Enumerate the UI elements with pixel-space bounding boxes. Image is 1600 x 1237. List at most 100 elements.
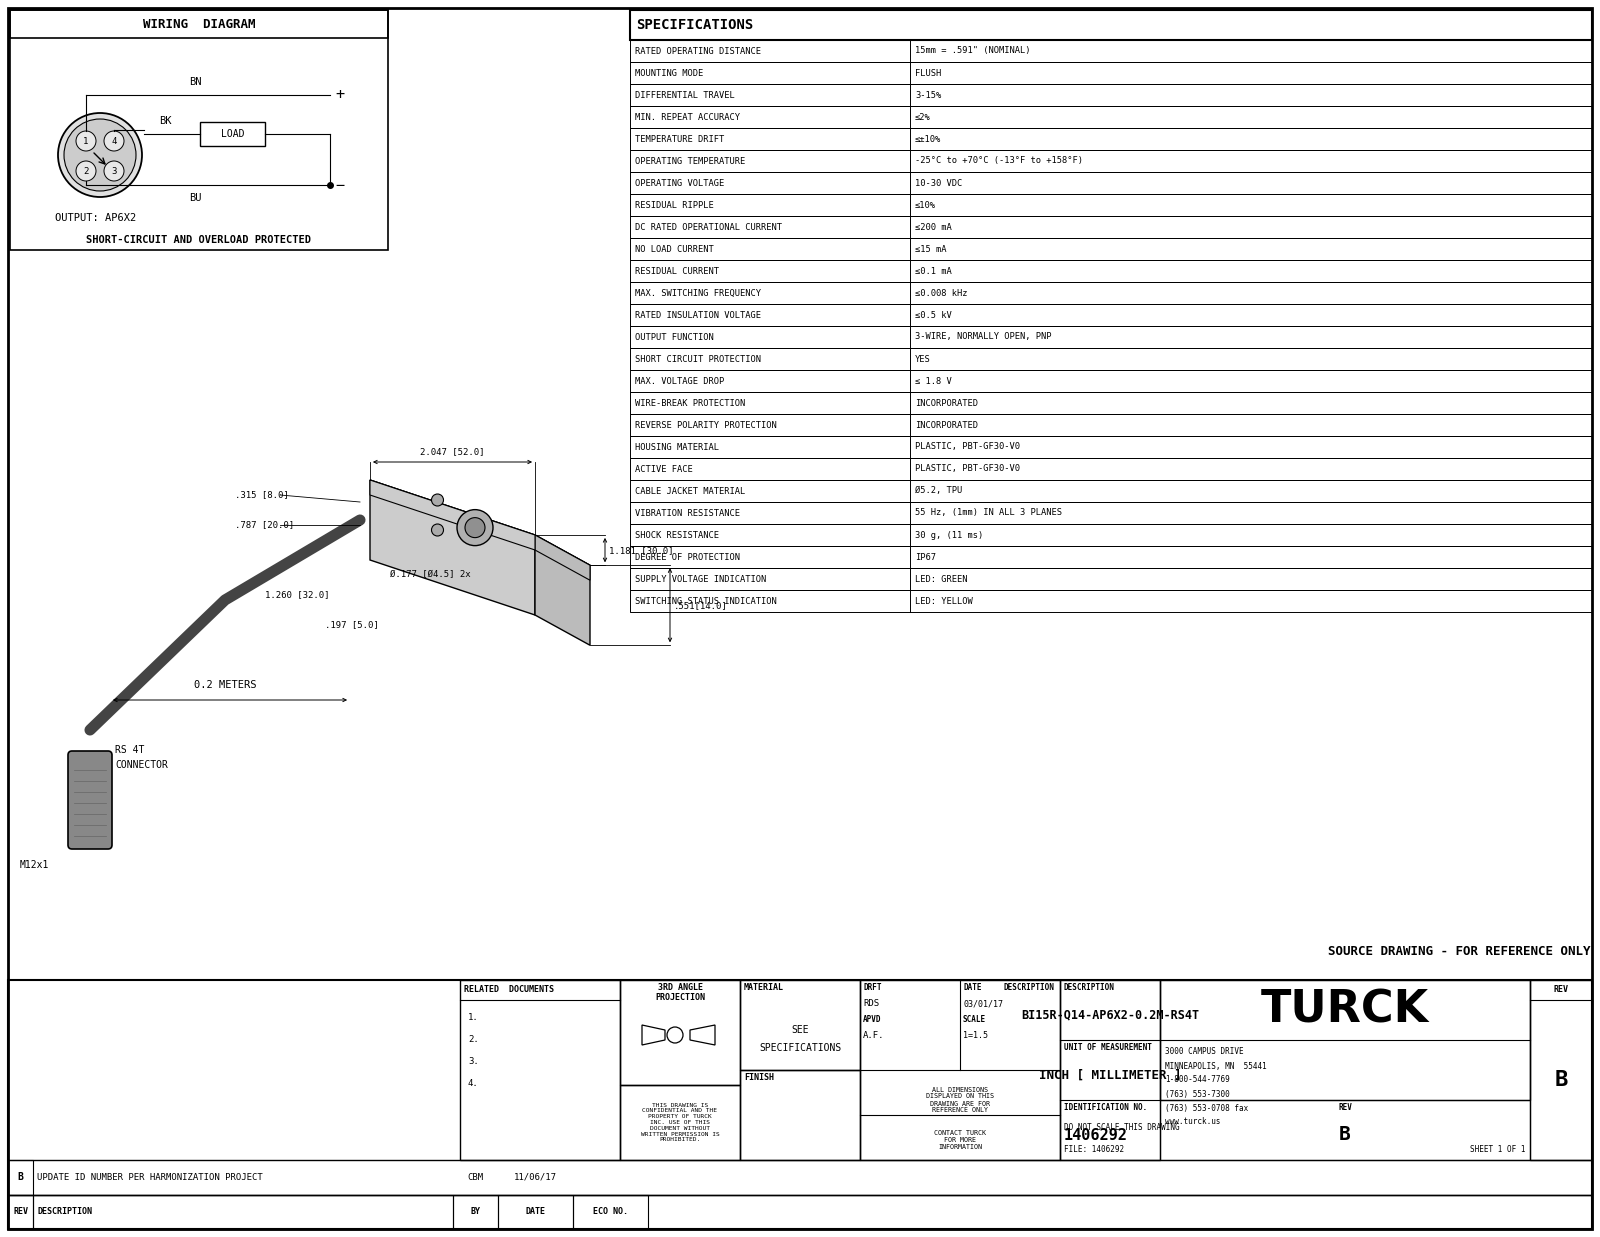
Text: 3RD ANGLE: 3RD ANGLE [658,983,702,992]
Text: OPERATING VOLTAGE: OPERATING VOLTAGE [635,178,725,188]
Text: 2: 2 [83,167,88,176]
Text: SHORT CIRCUIT PROTECTION: SHORT CIRCUIT PROTECTION [635,355,762,364]
Text: DC RATED OPERATIONAL CURRENT: DC RATED OPERATIONAL CURRENT [635,223,782,231]
Text: INCH [ MILLIMETER ]: INCH [ MILLIMETER ] [1038,1069,1181,1081]
Bar [630,590,1592,612]
Text: UPDATE ID NUMBER PER HARMONIZATION PROJECT: UPDATE ID NUMBER PER HARMONIZATION PROJE… [37,1173,262,1183]
Text: 4.: 4. [467,1080,478,1089]
Text: BU: BU [189,193,202,203]
Text: IDENTIFICATION NO.: IDENTIFICATION NO. [1064,1103,1147,1112]
Polygon shape [370,480,590,565]
Text: 10-30 VDC: 10-30 VDC [915,178,962,188]
Text: 1-800-544-7769: 1-800-544-7769 [1165,1075,1230,1085]
Bar [739,980,861,1070]
Text: IP67: IP67 [915,553,936,562]
Bar [573,1195,648,1230]
Bar [453,1195,498,1230]
Bar [630,370,1592,392]
Text: REVERSE POLARITY PROTECTION: REVERSE POLARITY PROTECTION [635,421,776,429]
Bar [1530,980,1592,1160]
Bar [630,106,1592,127]
Text: DIFFERENTIAL TRAVEL: DIFFERENTIAL TRAVEL [635,90,734,99]
Text: 1.181 [30.0]: 1.181 [30.0] [610,546,674,554]
Text: PROJECTION: PROJECTION [654,993,706,1002]
Text: SUPPLY VOLTAGE INDICATION: SUPPLY VOLTAGE INDICATION [635,574,766,584]
Text: WIRE-BREAK PROTECTION: WIRE-BREAK PROTECTION [635,398,746,407]
Bar [8,1195,34,1230]
Text: YES: YES [915,355,931,364]
Text: 1.260 [32.0]: 1.260 [32.0] [266,590,330,600]
Bar [621,1085,739,1160]
Text: .315 [8.0]: .315 [8.0] [235,491,288,500]
Polygon shape [534,534,590,580]
Circle shape [64,119,136,190]
Bar [630,568,1592,590]
Bar [630,480,1592,502]
Bar [498,1195,573,1230]
Bar [630,84,1592,106]
Text: 11/06/17: 11/06/17 [514,1173,557,1183]
Text: ≤200 mA: ≤200 mA [915,223,952,231]
Text: SOURCE DRAWING - FOR REFERENCE ONLY: SOURCE DRAWING - FOR REFERENCE ONLY [1328,945,1590,957]
Bar [630,282,1592,304]
Bar [630,40,1592,62]
Text: ≤10%: ≤10% [915,200,936,209]
Bar [630,524,1592,546]
Text: SPECIFICATIONS: SPECIFICATIONS [637,19,754,32]
Polygon shape [370,480,534,615]
Bar [8,1160,34,1195]
Text: SHORT-CIRCUIT AND OVERLOAD PROTECTED: SHORT-CIRCUIT AND OVERLOAD PROTECTED [86,235,312,245]
Text: OUTPUT: AP6X2: OUTPUT: AP6X2 [54,213,136,223]
Text: CONTACT TURCK
FOR MORE
INFORMATION: CONTACT TURCK FOR MORE INFORMATION [934,1131,986,1150]
Bar [630,194,1592,216]
Text: ≤2%: ≤2% [915,113,931,121]
Text: −: − [334,177,344,193]
Text: BI15R-Q14-AP6X2-0.2M-RS4T: BI15R-Q14-AP6X2-0.2M-RS4T [1021,1008,1198,1022]
Bar [630,392,1592,414]
Circle shape [77,131,96,151]
Bar [630,546,1592,568]
Text: TEMPERATURE DRIFT: TEMPERATURE DRIFT [635,135,725,143]
Text: FLUSH: FLUSH [915,68,941,78]
Polygon shape [370,480,534,550]
Text: FINISH: FINISH [744,1074,774,1082]
Text: SEE: SEE [790,1025,810,1035]
Text: -25°C to +70°C (-13°F to +158°F): -25°C to +70°C (-13°F to +158°F) [915,157,1083,166]
Text: HOUSING MATERIAL: HOUSING MATERIAL [635,443,718,452]
Text: RS 4T: RS 4T [115,745,144,755]
Bar [630,150,1592,172]
Text: BK: BK [158,116,171,126]
Bar [630,62,1592,84]
Text: B: B [18,1173,24,1183]
Text: RATED INSULATION VOLTAGE: RATED INSULATION VOLTAGE [635,310,762,319]
Text: DEGREE OF PROTECTION: DEGREE OF PROTECTION [635,553,739,562]
Bar [861,980,1059,1160]
Text: Ø.177 [Ø4.5] 2x: Ø.177 [Ø4.5] 2x [390,570,470,579]
Text: RDS: RDS [862,999,878,1008]
Bar [10,10,387,250]
Circle shape [432,524,443,536]
Text: REV: REV [1338,1103,1352,1112]
Polygon shape [534,534,590,646]
Circle shape [104,131,125,151]
Text: (763) 553-7300: (763) 553-7300 [1165,1090,1230,1098]
Text: 3: 3 [112,167,117,176]
Text: SHOCK RESISTANCE: SHOCK RESISTANCE [635,531,718,539]
Text: ≤0.5 kV: ≤0.5 kV [915,310,952,319]
Text: DATE: DATE [963,983,981,992]
Text: B: B [1554,1070,1568,1090]
Bar [630,304,1592,327]
Text: INCORPORATED: INCORPORATED [915,421,978,429]
Text: .787 [20.0]: .787 [20.0] [235,521,294,529]
Bar [1160,980,1530,1100]
Text: 4: 4 [112,136,117,146]
Text: UNIT OF MEASUREMENT: UNIT OF MEASUREMENT [1064,1044,1152,1053]
Text: ALL DIMENSIONS
DISPLAYED ON THIS
DRAWING ARE FOR
REFERENCE ONLY: ALL DIMENSIONS DISPLAYED ON THIS DRAWING… [926,1086,994,1113]
Circle shape [77,161,96,181]
Text: SPECIFICATIONS: SPECIFICATIONS [758,1043,842,1053]
Bar [461,980,621,1160]
Text: 2.047 [52.0]: 2.047 [52.0] [421,447,485,456]
Text: RESIDUAL CURRENT: RESIDUAL CURRENT [635,266,718,276]
Circle shape [58,113,142,197]
Text: 55 Hz, (1mm) IN ALL 3 PLANES: 55 Hz, (1mm) IN ALL 3 PLANES [915,508,1062,517]
